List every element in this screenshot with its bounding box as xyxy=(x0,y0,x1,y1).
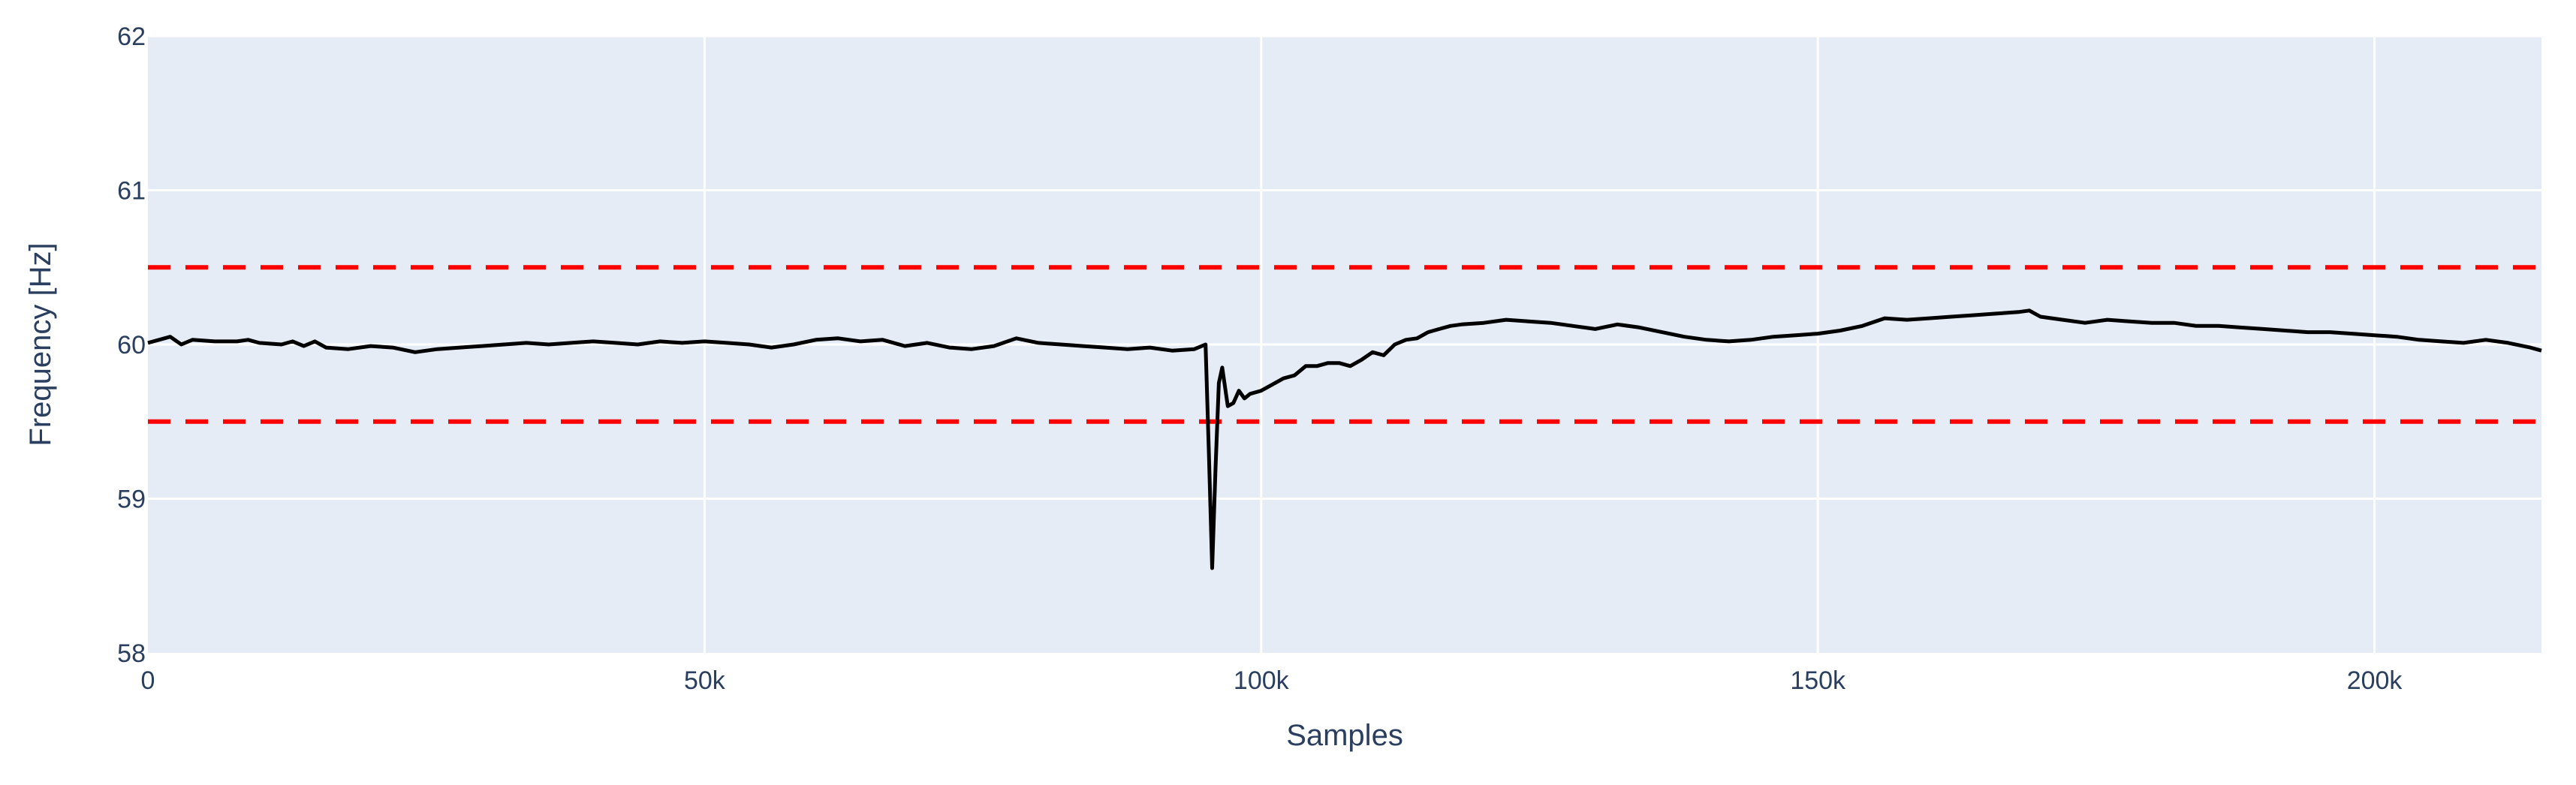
x-axis-title: Samples xyxy=(1286,719,1403,752)
series-layer xyxy=(147,308,2542,570)
tick-labels: 0 50k 100k 150k 200k 58 59 60 61 62 xyxy=(117,23,2403,695)
series-line xyxy=(147,308,2542,570)
x-tick-label: 200k xyxy=(2347,666,2403,695)
x-tick-label: 0 xyxy=(141,666,155,695)
y-tick-label: 59 xyxy=(117,486,146,514)
x-tick-label: 150k xyxy=(1790,666,1846,695)
y-tick-label: 62 xyxy=(117,23,146,51)
y-tick-label: 61 xyxy=(117,177,146,206)
y-axis-title: Frequency [Hz] xyxy=(24,242,57,446)
grid-lines xyxy=(148,35,2541,653)
x-tick-label: 50k xyxy=(684,666,726,695)
x-tick-label: 100k xyxy=(1234,666,1290,695)
y-tick-label: 60 xyxy=(117,331,146,359)
threshold-lines xyxy=(148,265,2541,424)
y-tick-label: 58 xyxy=(117,639,146,668)
